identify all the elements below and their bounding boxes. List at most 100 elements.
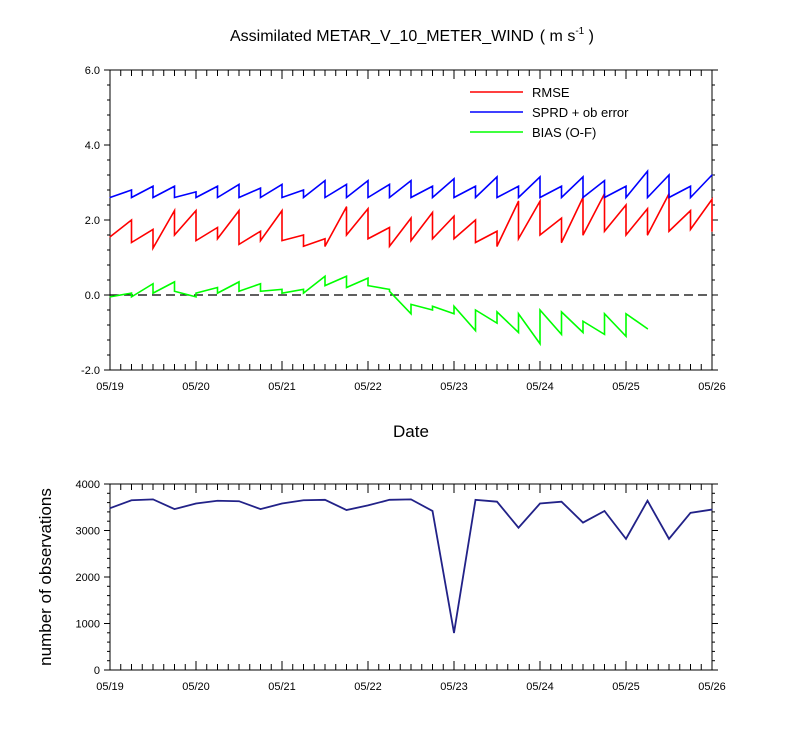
bottom-plot-area: 05/19 05/20 05/21 05/22 05/23 05/24 05/25 05/26… <box>76 479 726 693</box>
data-point-bias-o-f <box>431 309 434 311</box>
data-point-rmse <box>130 219 133 221</box>
data-point-used <box>195 502 197 505</box>
data-point-rmse <box>109 236 111 238</box>
data-point-rmse <box>410 217 412 219</box>
data-point-sprd-ob-error <box>259 187 262 189</box>
data-point-sprd-ob-error <box>560 196 563 199</box>
series-line-bias-o-f <box>109 274 648 347</box>
data-point-used <box>711 508 713 511</box>
data-point-rmse <box>130 241 133 244</box>
data-point-rmse <box>453 238 455 240</box>
data-point-bias-o-f <box>130 292 133 294</box>
data-point-sprd-ob-error <box>345 196 348 199</box>
data-point-used <box>152 498 154 500</box>
data-point-bias-o-f <box>238 290 240 292</box>
data-point-sprd-ob-error <box>496 176 498 178</box>
data-point-bias-o-f <box>388 288 391 290</box>
data-point-bias-o-f <box>324 275 326 277</box>
data-point-used <box>496 501 498 503</box>
data-point-sprd-ob-error <box>173 185 176 187</box>
data-point-sprd-ob-error <box>539 196 541 199</box>
x-tick-label: 05/25 <box>612 381 640 393</box>
data-point-rmse <box>152 228 154 230</box>
data-point-bias-o-f <box>625 313 627 315</box>
data-point-rmse <box>195 240 197 242</box>
data-point-used <box>625 538 627 540</box>
data-point-rmse <box>431 238 434 240</box>
data-point-rmse <box>324 238 326 240</box>
data-point-sprd-ob-error <box>259 196 262 199</box>
data-point-used <box>603 510 606 512</box>
data-point-sprd-ob-error <box>603 180 606 182</box>
data-point-used <box>216 500 219 502</box>
x-tick-label: 05/22 <box>354 381 382 393</box>
data-point-rmse <box>517 238 520 240</box>
data-point-rmse <box>388 226 391 229</box>
data-point-sprd-ob-error <box>431 196 434 199</box>
y-tick-label: 1000 <box>76 619 100 631</box>
data-point-rmse <box>582 234 584 236</box>
data-point-rmse <box>689 210 692 212</box>
data-point-bias-o-f <box>474 309 477 311</box>
data-point-used <box>259 508 262 510</box>
chart-title: Assimilated METAR_V_10_METER_WIND ( m s-1… <box>230 26 594 45</box>
data-point-bias-o-f <box>195 296 197 298</box>
data-point-sprd-ob-error <box>474 196 477 199</box>
data-point-sprd-ob-error <box>646 196 649 199</box>
data-point-used <box>281 502 283 505</box>
data-point-rmse <box>345 234 348 236</box>
data-point-sprd-ob-error <box>152 185 154 187</box>
y-tick-label: 6.0 <box>85 65 100 77</box>
data-point-bias-o-f <box>453 313 455 315</box>
data-point-bias-o-f <box>281 288 283 290</box>
data-point-sprd-ob-error <box>582 176 584 178</box>
data-point-bias-o-f <box>345 286 348 289</box>
data-point-bias-o-f <box>431 305 434 307</box>
data-point-sprd-ob-error <box>195 196 197 199</box>
data-point-sprd-ob-error <box>625 196 627 199</box>
data-point-used <box>431 510 434 512</box>
data-point-sprd-ob-error <box>238 196 240 199</box>
data-point-sprd-ob-error <box>216 196 219 199</box>
x-tick-label: 05/26 <box>698 681 726 693</box>
x-tick-label: 05/21 <box>268 381 296 393</box>
y-tick-label: 0 <box>94 665 100 677</box>
data-point-bias-o-f <box>388 290 391 292</box>
data-point-rmse <box>517 200 520 202</box>
x-tick-label: 05/25 <box>612 681 640 693</box>
y-tick-label: 2.0 <box>85 215 100 227</box>
data-point-bias-o-f <box>195 292 197 294</box>
data-point-bias-o-f <box>410 313 412 315</box>
data-point-rmse <box>410 240 412 242</box>
data-point-bias-o-f <box>517 331 520 334</box>
data-point-sprd-ob-error <box>453 178 455 180</box>
data-point-sprd-ob-error <box>367 196 369 199</box>
data-point-sprd-ob-error <box>474 185 477 187</box>
data-point-rmse <box>711 198 713 200</box>
data-point-sprd-ob-error <box>302 189 305 191</box>
data-point-sprd-ob-error <box>410 180 412 182</box>
data-point-sprd-ob-error <box>625 185 627 187</box>
x-tick-label: 05/19 <box>96 681 124 693</box>
data-point-sprd-ob-error <box>517 185 520 187</box>
data-point-bias-o-f <box>238 281 240 283</box>
x-tick-label: 05/26 <box>698 381 726 393</box>
legend-label-bias: BIAS (O-F) <box>532 125 596 140</box>
data-point-bias-o-f <box>539 343 541 345</box>
data-point-bias-o-f <box>539 309 541 311</box>
x-tick-label: 05/19 <box>96 381 124 393</box>
legend-label-rmse: RMSE <box>532 85 570 100</box>
y-tick-label: 2000 <box>76 572 100 584</box>
legend: RMSE SPRD + ob error BIAS (O-F) <box>470 85 629 140</box>
data-point-sprd-ob-error <box>689 185 692 187</box>
chart-title-units-close: ) <box>584 28 594 45</box>
data-point-used <box>410 498 412 500</box>
data-point-rmse <box>646 234 649 236</box>
data-point-used <box>324 499 326 501</box>
data-point-sprd-ob-error <box>646 170 649 172</box>
data-point-used <box>474 499 477 501</box>
data-point-used <box>388 499 391 501</box>
data-point-rmse <box>367 238 369 240</box>
data-point-rmse <box>173 210 176 212</box>
data-point-rmse <box>431 211 434 214</box>
